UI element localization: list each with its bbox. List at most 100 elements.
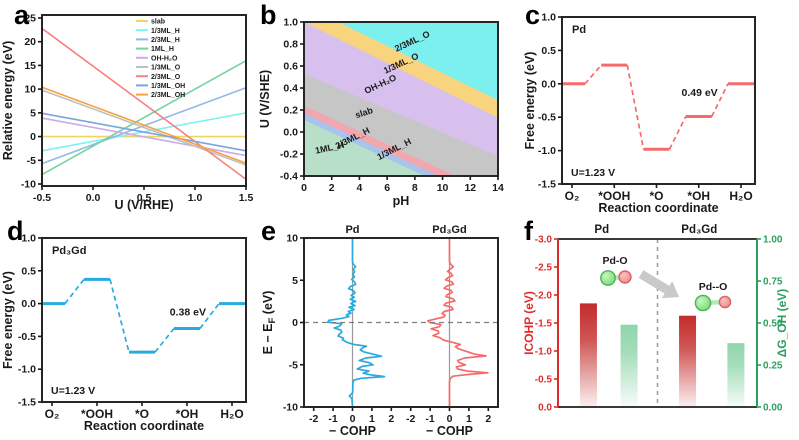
chart-c-svg: 1.0 0.5 0.0 -0.5 -1.0 -1.5 O₂ *OOH *O *OH H₂O Pd U=1… xyxy=(523,12,756,215)
y-axis-title: Free energy (eV) xyxy=(1,271,15,369)
chart-f-svg: Pd-O Pd--O -3.0 -2.5 -2.0 -1.5 -1.0 -0.5 0.0 1.00… xyxy=(522,224,789,414)
x-tick-label: 1.5 xyxy=(239,192,254,204)
legend-label-1/3ML_O: 1/3ML_O xyxy=(151,65,181,72)
x-tick-label: -1 xyxy=(425,413,434,425)
left-tick-label: -3.0 xyxy=(535,235,553,246)
system-label: Pd₃Gd xyxy=(52,245,86,257)
y-tick-label: 0.2 xyxy=(283,105,298,117)
subpanel-title-1: Pd xyxy=(345,224,359,236)
y-axis-title: Relative energy (eV) xyxy=(1,41,15,161)
group-title-pd: Pd xyxy=(594,224,609,236)
step-connector xyxy=(154,327,175,353)
o-atom-icon xyxy=(718,295,732,309)
category-label-4: *OH xyxy=(687,189,710,203)
y-axis-title: E − EF (eV) xyxy=(261,291,278,355)
x-tick-label: 0 xyxy=(301,182,307,194)
x-tick-label: 0 xyxy=(350,413,356,425)
right-tick-label: 0.50 xyxy=(763,319,783,330)
x-axis-title: Reaction coordinate xyxy=(84,419,204,433)
category-label-3: *O xyxy=(649,189,663,203)
tspan-element: (eV) xyxy=(261,291,275,318)
x-axis-title: Reaction coordinate xyxy=(598,201,718,215)
step-connector xyxy=(710,83,729,117)
x-tick-label: -1 xyxy=(328,413,337,425)
legend-label-OH-H₂O: OH-H₂O xyxy=(151,55,178,62)
step-connector xyxy=(64,278,85,305)
category-label-5: H₂O xyxy=(220,407,243,421)
y-tick-label: 1.0 xyxy=(283,17,298,29)
bar-dgoh-Pd₃Gd xyxy=(727,343,745,407)
y-tick-label: -0.4 xyxy=(280,171,298,183)
legend-label-2/3ML_H: 2/3ML_H xyxy=(151,37,180,44)
x-tick-label: 1 xyxy=(466,413,472,425)
y-tick-label: 10 xyxy=(286,233,298,245)
y-tick-label: -5 xyxy=(27,155,36,167)
left-axis-title: ICOHP (eV) xyxy=(522,291,536,355)
x-tick-label: 2 xyxy=(485,413,491,425)
x-tick-label: 10 xyxy=(437,182,449,194)
x-tick-label: -0.5 xyxy=(33,192,51,204)
x-tick-label: 6 xyxy=(384,182,390,194)
category-label-4: *OH xyxy=(176,407,199,421)
left-tick-label: -2.0 xyxy=(535,291,553,302)
y-tick-label: 0.0 xyxy=(21,298,36,310)
x-tick-label: 2 xyxy=(388,413,394,425)
category-label-1: O₂ xyxy=(45,407,60,421)
y-tick-label: 0.5 xyxy=(21,265,36,277)
series-line-2/3ML_OH xyxy=(41,86,247,164)
barrier-annotation: 0.49 eV xyxy=(681,87,717,99)
y-tick-label: 0.0 xyxy=(283,127,298,139)
category-label-5: H₂O xyxy=(729,189,752,203)
x-tick-label: 0.5 xyxy=(137,192,152,204)
panel-letter-e: e xyxy=(261,216,277,246)
x-axis-title-2: − COHP xyxy=(426,424,473,438)
panel-b-pourbaix: 2/3ML_O 1/3ML_O OH-H₂O slab 2/3ML_H 1/3ML_H 1M… xyxy=(258,0,522,220)
step-connector xyxy=(199,303,220,330)
series-line-OH-H₂O xyxy=(41,117,247,157)
panel-letter-b: b xyxy=(260,0,277,30)
x-tick-label: 14 xyxy=(492,182,504,194)
y-tick-label: 20 xyxy=(24,36,36,48)
panel-d-free-energy-pd3gd: 1.0 0.5 0.0 -0.5 -1.0 -1.5 O₂ *OOH *O *OH H₂O Pd₃Gd… xyxy=(0,220,258,440)
y-tick-label: -0.2 xyxy=(280,149,298,161)
chart-a-svg: -0.5 0.0 0.5 1.0 1.5 -10 -5 0 5 10 15 20 25 slab 1/3ML… xyxy=(1,13,254,213)
category-label-3: *O xyxy=(135,407,149,421)
panel-f-icohp-bars: Pd-O Pd--O -3.0 -2.5 -2.0 -1.5 -1.0 -0.5 0.0 1.00… xyxy=(522,220,799,440)
x-tick-label: 1 xyxy=(369,413,375,425)
y-tick-label: -1.0 xyxy=(18,364,36,376)
y-tick-label: 0.4 xyxy=(283,83,298,95)
panel-letter-a: a xyxy=(14,0,30,30)
right-tick-label: 0.75 xyxy=(763,277,783,288)
y-tick-label: 0.0 xyxy=(541,78,556,90)
right-axis-title: ΔG_OH (eV) xyxy=(775,289,789,358)
series-line-1/3ML_OH xyxy=(41,112,247,152)
legend-label-slab: slab xyxy=(151,19,165,26)
inset-label-1: Pd-O xyxy=(602,255,627,267)
x-tick-label: 0.0 xyxy=(86,192,101,204)
subpanel-title-2: Pd₃Gd xyxy=(432,224,466,236)
barrier-annotation: 0.38 eV xyxy=(170,307,206,319)
y-tick-label: -0.5 xyxy=(18,331,36,343)
pd-atom-icon xyxy=(694,294,712,312)
left-tick-label: -2.5 xyxy=(535,263,553,274)
legend-label-2/3ML_OH: 2/3ML_OH xyxy=(151,92,185,99)
step-connector xyxy=(668,116,687,150)
system-label: Pd xyxy=(572,24,586,36)
legend-label-1/3ML_H: 1/3ML_H xyxy=(151,28,180,35)
category-label-2: *OOH xyxy=(81,407,113,421)
x-tick-label: -2 xyxy=(309,413,318,425)
y-tick-label: 10 xyxy=(24,84,36,96)
step-connector xyxy=(109,279,130,353)
panel-letter-c: c xyxy=(525,0,541,30)
panel-letter-f: f xyxy=(524,216,533,246)
legend-label-1ML_H: 1ML_H xyxy=(151,46,174,53)
y-tick-label: 15 xyxy=(24,60,36,72)
right-tick-label: 0.00 xyxy=(763,403,783,414)
left-tick-label: 0.0 xyxy=(538,403,552,414)
y-tick-label: -5 xyxy=(289,359,298,371)
x-tick-label: 12 xyxy=(464,182,476,194)
panel-a-relative-energy: -0.5 0.0 0.5 1.0 1.5 -10 -5 0 5 10 15 20 25 slab 1/3ML… xyxy=(0,0,258,220)
x-axis-title: pH xyxy=(393,194,410,208)
